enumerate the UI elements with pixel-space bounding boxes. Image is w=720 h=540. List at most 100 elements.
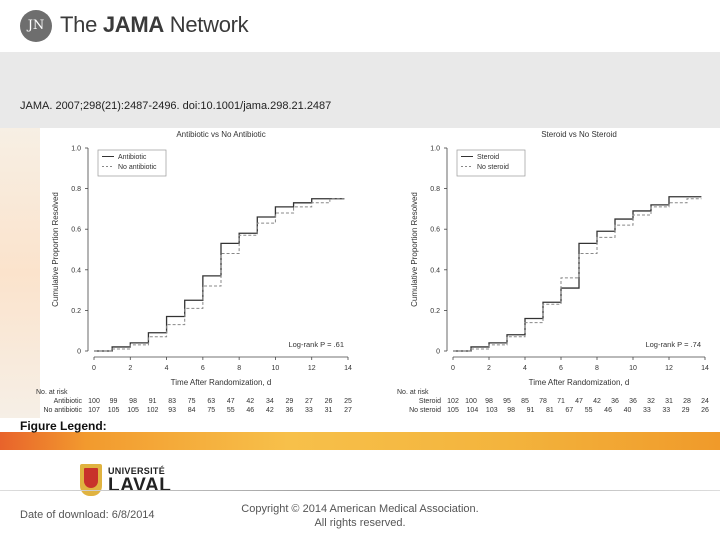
copyright: Copyright © 2014 American Medical Associ… — [240, 502, 480, 530]
chart2-annotation: Log-rank P = .74 — [645, 340, 701, 349]
chart1-legend-box — [97, 149, 167, 177]
chart2-y-tick-label: 0.8 — [430, 186, 440, 193]
chart2-at-risk-value: 95 — [503, 398, 511, 405]
universite-laval-logo: UNIVERSITÉ LAVAL — [80, 464, 171, 498]
brand-bold: JAMA — [102, 12, 164, 37]
chart1-at-risk-value: 98 — [129, 398, 137, 405]
chart2-at-risk-value: 71 — [557, 398, 565, 405]
chart1-x-tick-label: 4 — [165, 365, 169, 372]
university-line1: UNIVERSITÉ — [108, 466, 166, 476]
chart1-x-tick-label: 12 — [308, 365, 316, 372]
chart1-x-tick-label: 2 — [128, 365, 132, 372]
chart2-x-tick-label: 4 — [523, 365, 527, 372]
chart2-at-risk-label: No. at risk — [397, 389, 429, 396]
chart1-x-tick-label: 8 — [237, 365, 241, 372]
chart1-at-risk-value: 63 — [207, 398, 215, 405]
chart2-y-tick-label: 0 — [436, 349, 440, 356]
decorative-accent — [0, 128, 40, 418]
title-band — [0, 52, 720, 128]
chart2-legend-entry: No steroid — [477, 164, 509, 171]
chart1-y-tick-label: 1.0 — [71, 146, 81, 153]
chart2-y-tick-label: 0.2 — [430, 308, 440, 315]
chart2-x-tick-label: 14 — [701, 365, 709, 372]
chart2-at-risk-value: 28 — [683, 398, 691, 405]
chart2-y-tick-label: 0.6 — [430, 227, 440, 234]
chart2-legend-box — [456, 149, 526, 177]
chart2-at-risk-value: 85 — [521, 398, 529, 405]
chart1-y-tick-label: 0 — [77, 349, 81, 356]
chart1-x-axis-label: Time After Randomization, d — [171, 378, 272, 387]
chart1-at-risk-value: 84 — [188, 407, 196, 414]
chart1-at-risk-label: No. at risk — [36, 389, 68, 396]
legend-color-bar — [0, 432, 720, 450]
chart2-x-tick-label: 6 — [559, 365, 563, 372]
chart1-y-tick-label: 0.6 — [71, 227, 81, 234]
chart2-at-risk-value: 46 — [604, 407, 612, 414]
chart1-legend-entry: No antibiotic — [118, 164, 157, 171]
chart2-x-tick-label: 10 — [629, 365, 637, 372]
chart2-legend-entry: Steroid — [477, 154, 499, 161]
chart1-at-risk-value: 42 — [246, 398, 254, 405]
chart1-at-risk-value: 26 — [325, 398, 333, 405]
chart2-series-1-line — [453, 196, 702, 352]
chart2-at-risk-row-label: Steroid — [419, 398, 441, 405]
chart1-at-risk-value: 42 — [266, 407, 274, 414]
chart2-at-risk-value: 36 — [611, 398, 619, 405]
chart2-at-risk-value: 98 — [507, 407, 515, 414]
chart1-at-risk-value: 75 — [207, 407, 215, 414]
chart2-at-risk-value: 31 — [665, 398, 673, 405]
chart1-at-risk-value: 29 — [285, 398, 293, 405]
chart1-at-risk-value: 102 — [147, 407, 159, 414]
chart1-y-axis-label: Cumulative Proportion Resolved — [51, 192, 60, 307]
chart1-at-risk-value: 27 — [305, 398, 313, 405]
chart2-at-risk-value: 47 — [575, 398, 583, 405]
chart2-y-axis-label: Cumulative Proportion Resolved — [410, 192, 419, 307]
chart2-at-risk-value: 91 — [527, 407, 535, 414]
brand-prefix: The — [60, 12, 103, 37]
chart2-at-risk-value: 98 — [485, 398, 493, 405]
chart2-x-tick-label: 8 — [595, 365, 599, 372]
chart1-at-risk-value: 36 — [285, 407, 293, 414]
chart1-at-risk-value: 93 — [168, 407, 176, 414]
chart1-at-risk-row-label: No antibiotic — [43, 407, 82, 414]
chart2-at-risk-value: 33 — [662, 407, 670, 414]
chart1-at-risk-value: 46 — [246, 407, 254, 414]
download-date: Date of download: 6/8/2014 — [20, 509, 155, 521]
chart2-at-risk-value: 102 — [447, 398, 459, 405]
chart1-y-tick-label: 0.4 — [71, 267, 81, 274]
chart2-at-risk-value: 42 — [593, 398, 601, 405]
chart1-at-risk-value: 33 — [305, 407, 313, 414]
chart1-at-risk-value: 83 — [168, 398, 176, 405]
chart1-at-risk-value: 25 — [344, 398, 352, 405]
copyright-line1: Copyright © 2014 American Medical Associ… — [241, 503, 479, 515]
chart2-at-risk-value: 105 — [447, 407, 459, 414]
jama-network-logo-icon[interactable]: JN — [20, 10, 52, 42]
chart1-x-tick-label: 14 — [344, 365, 352, 372]
header: JN The JAMA Network — [0, 0, 720, 52]
chart2-at-risk-value: 40 — [624, 407, 632, 414]
chart1-at-risk-value: 47 — [227, 398, 235, 405]
chart1-x-tick-label: 10 — [272, 365, 280, 372]
brand-name[interactable]: The JAMA Network — [60, 12, 249, 38]
chart2-at-risk-value: 32 — [647, 398, 655, 405]
chart1-at-risk-value: 34 — [266, 398, 274, 405]
chart1-at-risk-value: 99 — [110, 398, 118, 405]
chart2-at-risk-value: 33 — [643, 407, 651, 414]
chart2-at-risk-value: 36 — [629, 398, 637, 405]
chart1-y-tick-label: 0.8 — [71, 186, 81, 193]
brand-suffix: Network — [163, 12, 249, 37]
chart1-at-risk-value: 55 — [227, 407, 235, 414]
chart1-x-tick-label: 6 — [201, 365, 205, 372]
chart1-at-risk-value: 91 — [149, 398, 157, 405]
chart1-at-risk-value: 27 — [344, 407, 352, 414]
chart1-at-risk-value: 107 — [88, 407, 100, 414]
chart2-at-risk-value: 24 — [701, 398, 709, 405]
chart2-x-axis-label: Time After Randomization, d — [529, 378, 630, 387]
chart2-series-2-line — [453, 198, 702, 352]
km-charts: Antibiotic vs No Antibiotic 0 0.2 0.4 0.6 0.8… — [36, 130, 709, 414]
chart1-series-1-line — [94, 198, 345, 352]
chart2-at-risk-value: 55 — [585, 407, 593, 414]
chart1-at-risk-value: 75 — [188, 398, 196, 405]
chart2-title: Steroid vs No Steroid — [541, 130, 617, 139]
chart2-at-risk-value: 103 — [486, 407, 498, 414]
